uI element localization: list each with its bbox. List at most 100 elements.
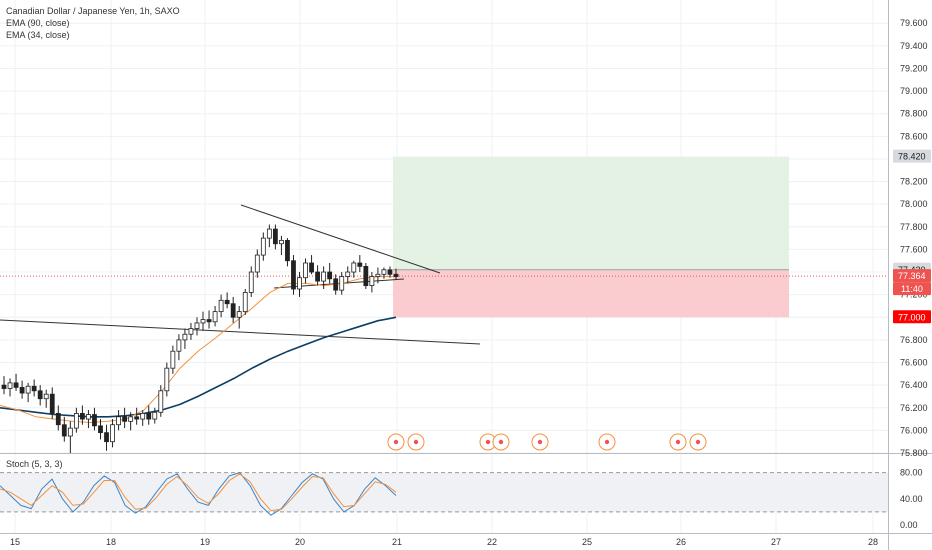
last-price-tag: 77.364 bbox=[898, 271, 926, 281]
candle-body bbox=[188, 328, 194, 335]
candle-body bbox=[236, 311, 242, 318]
candle-body bbox=[67, 427, 73, 437]
candle-body bbox=[146, 413, 152, 420]
price-tick-label: 77.800 bbox=[900, 222, 928, 232]
price-axis[interactable]: 79.600 79.400 79.200 79.000 78.800 78.600 78.4… bbox=[893, 18, 931, 530]
last-price-tag-bg bbox=[893, 269, 931, 283]
trendline-resistance bbox=[240, 204, 441, 274]
time-tick-label: 26 bbox=[676, 537, 686, 547]
stoch-tick-label: 80.00 bbox=[900, 468, 923, 478]
stoch-k-line bbox=[0, 472, 397, 516]
stoch-tick-label: 40.00 bbox=[900, 494, 923, 504]
candle-body bbox=[375, 273, 381, 277]
price-tick-label: 78.200 bbox=[900, 177, 928, 187]
candle-body bbox=[254, 254, 260, 273]
event-dot bbox=[537, 439, 543, 445]
candle-body bbox=[37, 390, 43, 400]
countdown-tag-bg bbox=[893, 282, 931, 296]
candle-body bbox=[279, 239, 284, 245]
candle-body bbox=[393, 273, 399, 277]
candle-body bbox=[345, 271, 351, 277]
price-tick-label: 79.200 bbox=[900, 63, 928, 73]
event-markers[interactable] bbox=[387, 433, 707, 451]
candle-body bbox=[230, 303, 236, 318]
candle-body bbox=[104, 432, 109, 443]
stoch-legend: Stoch (5, 3, 3) bbox=[6, 459, 63, 469]
candle-body bbox=[7, 382, 13, 389]
candle-body bbox=[80, 413, 85, 420]
candle-body bbox=[128, 416, 134, 422]
candle-body bbox=[363, 265, 369, 287]
countdown-tag: 11:40 bbox=[901, 284, 923, 294]
price-tick-label: 76.400 bbox=[900, 380, 928, 390]
candle-body bbox=[73, 413, 79, 429]
stoch-tick-label: 0.00 bbox=[900, 520, 918, 530]
time-tick-label: 28 bbox=[868, 537, 878, 547]
stochastic-pane bbox=[0, 472, 888, 516]
time-tick-label: 19 bbox=[200, 537, 210, 547]
event-dot bbox=[485, 439, 491, 445]
candle-body bbox=[309, 262, 314, 273]
ema90-legend: EMA (90, close) bbox=[6, 18, 70, 28]
candle-body bbox=[266, 228, 272, 239]
ema34-legend: EMA (34, close) bbox=[6, 30, 70, 40]
event-dot bbox=[675, 439, 681, 445]
candle-body bbox=[315, 271, 321, 282]
candle-body bbox=[152, 411, 158, 420]
price-tick-label: 76.200 bbox=[900, 403, 928, 413]
stop-price-tag: 77.000 bbox=[898, 312, 926, 322]
candle-body bbox=[272, 228, 278, 245]
ema34-line bbox=[0, 276, 396, 424]
candle-body bbox=[92, 414, 97, 427]
target-price-tag-bg bbox=[893, 149, 931, 163]
price-tick-label: 77.600 bbox=[900, 244, 928, 254]
candle-body bbox=[297, 277, 302, 290]
position-zones bbox=[0, 156, 888, 318]
candle-body bbox=[242, 291, 248, 313]
candle-body bbox=[194, 322, 200, 329]
candle-body bbox=[291, 260, 296, 290]
candle-body bbox=[19, 387, 25, 394]
candle-body bbox=[176, 339, 182, 352]
event-dot bbox=[604, 439, 610, 445]
price-tick-label: 79.000 bbox=[900, 86, 928, 96]
stop-price-tag-bg bbox=[893, 310, 931, 324]
time-tick-label: 25 bbox=[582, 537, 592, 547]
candle-body bbox=[369, 276, 375, 287]
trendline-long bbox=[0, 319, 481, 345]
candle-body bbox=[285, 239, 290, 262]
candle-body bbox=[49, 393, 55, 414]
price-tick-label: 76.800 bbox=[900, 335, 928, 345]
candle-body bbox=[333, 278, 339, 291]
time-axis[interactable]: 15 18 19 20 21 22 25 26 27 28 bbox=[10, 537, 878, 547]
price-tick-label: 76.000 bbox=[900, 425, 928, 435]
candle-body bbox=[61, 424, 67, 437]
candle-body bbox=[13, 382, 19, 388]
time-tick-label: 21 bbox=[392, 537, 402, 547]
target-price-tag: 78.420 bbox=[898, 152, 926, 162]
candle-body bbox=[387, 269, 393, 275]
ema90-line bbox=[0, 316, 397, 418]
candle-body bbox=[357, 262, 363, 267]
candle-body bbox=[134, 416, 140, 420]
candle-body bbox=[212, 311, 218, 323]
price-tick-label: 79.400 bbox=[900, 41, 928, 51]
event-dot bbox=[695, 439, 701, 445]
candle-body bbox=[110, 424, 115, 443]
time-tick-label: 27 bbox=[771, 537, 781, 547]
event-dot bbox=[498, 439, 504, 445]
candle-body bbox=[351, 262, 357, 273]
candle-body bbox=[43, 393, 49, 400]
candle-body bbox=[164, 367, 170, 392]
candle-body bbox=[116, 416, 121, 426]
ema-lines bbox=[0, 276, 397, 424]
candle-body bbox=[86, 414, 91, 420]
candle-body bbox=[224, 299, 230, 305]
candle-body bbox=[55, 413, 61, 426]
candle-body bbox=[206, 319, 212, 323]
time-tick-label: 15 bbox=[10, 537, 20, 547]
candle-body bbox=[122, 416, 128, 422]
event-dot bbox=[393, 439, 399, 445]
candle-body bbox=[182, 333, 188, 341]
